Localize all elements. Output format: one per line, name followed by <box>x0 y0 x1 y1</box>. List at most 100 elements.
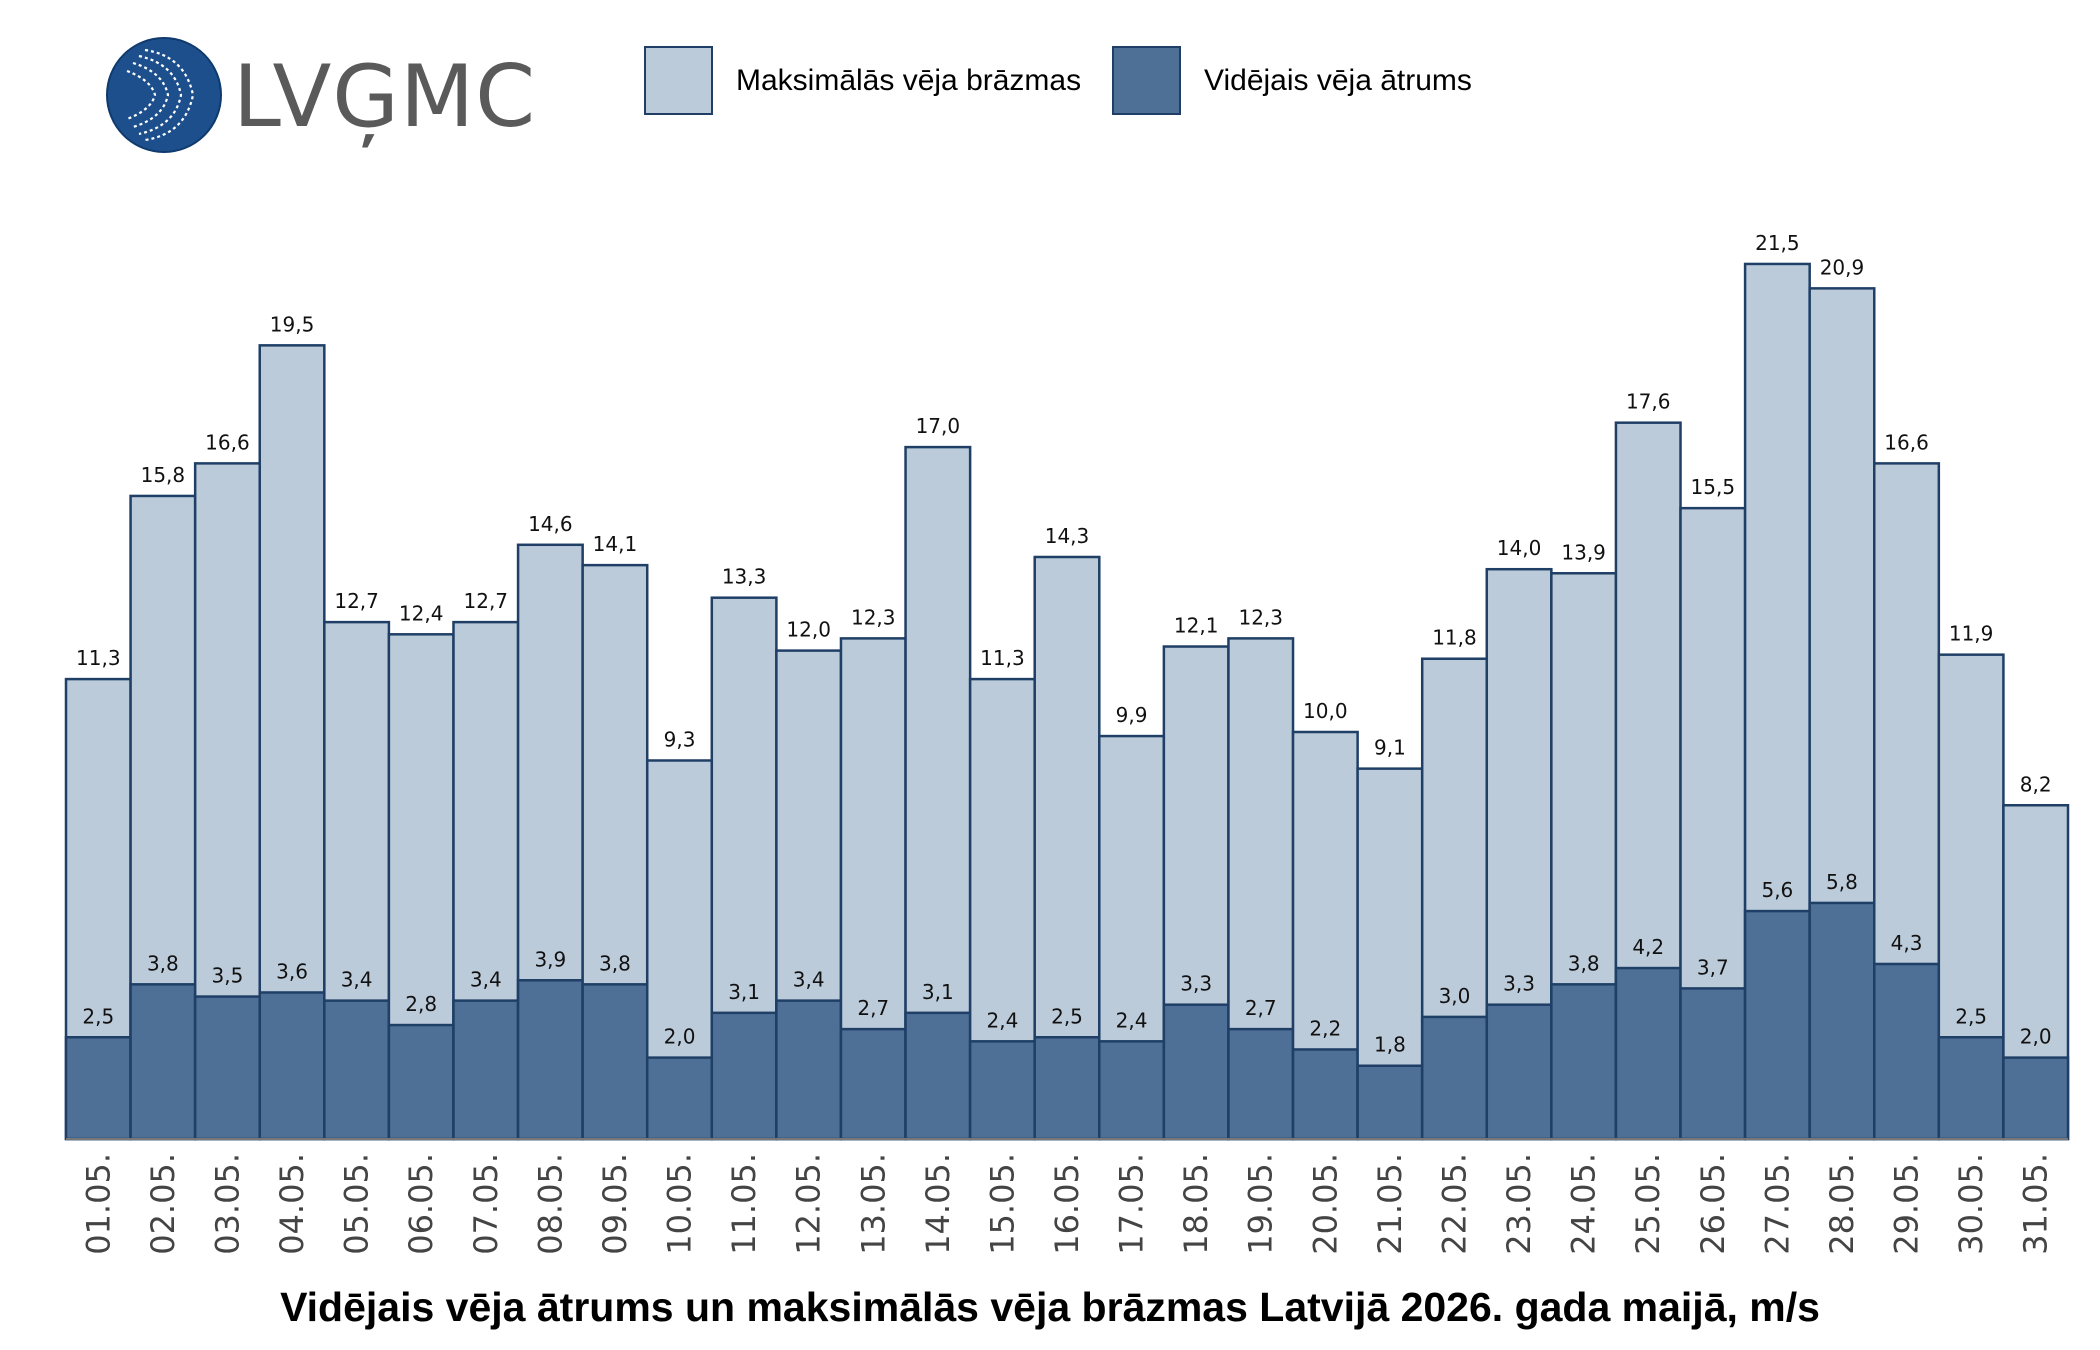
mean-bar <box>1873 962 1941 1141</box>
mean-bar <box>516 979 584 1141</box>
mean-value-label: 2,7 <box>1245 996 1277 1020</box>
mean-value-label: 3,1 <box>922 980 954 1004</box>
x-tick-label: 03.05. <box>208 1153 246 1255</box>
mean-bar <box>452 999 520 1141</box>
mean-bar <box>129 983 197 1141</box>
logo-text: LVĢMC <box>233 47 537 147</box>
gust-value-label: 12,4 <box>399 601 444 625</box>
mean-bar <box>1227 1027 1295 1141</box>
mean-bar <box>1614 966 1682 1141</box>
gust-value-label: 20,9 <box>1820 255 1865 279</box>
mean-value-label: 3,4 <box>341 968 373 992</box>
gust-value-label: 14,6 <box>528 512 573 536</box>
legend-swatch-gusts <box>644 46 713 115</box>
gust-value-label: 11,3 <box>76 646 121 670</box>
gust-value-label: 16,6 <box>1884 430 1929 454</box>
mean-bar <box>1808 901 1876 1141</box>
gust-value-label: 13,9 <box>1561 540 1606 564</box>
x-tick-label: 01.05. <box>79 1153 117 1255</box>
x-tick-label: 12.05. <box>790 1153 828 1255</box>
mean-value-label: 3,4 <box>793 968 825 992</box>
legend-label-mean: Vidējais vēja ātrums <box>1204 64 1472 97</box>
gust-value-label: 11,3 <box>980 646 1025 670</box>
gust-value-label: 17,6 <box>1626 390 1671 414</box>
gust-value-label: 14,1 <box>593 532 638 556</box>
mean-value-label: 3,8 <box>599 951 631 975</box>
mean-value-label: 3,3 <box>1503 972 1535 996</box>
mean-bar <box>1098 1040 1166 1141</box>
gust-value-label: 12,3 <box>1238 605 1283 629</box>
mean-value-label: 3,4 <box>470 968 502 992</box>
mean-value-label: 3,9 <box>534 947 566 971</box>
legend-swatch-mean <box>1112 46 1181 115</box>
x-tick-label: 15.05. <box>983 1153 1021 1255</box>
x-tick-label: 09.05. <box>596 1153 634 1255</box>
mean-bar <box>1937 1036 2005 1141</box>
mean-value-label: 4,3 <box>1891 931 1923 955</box>
mean-value-label: 3,3 <box>1180 972 1212 996</box>
mean-bar <box>1485 1003 1553 1141</box>
gust-value-label: 8,2 <box>2020 772 2052 796</box>
gust-value-label: 16,6 <box>205 430 250 454</box>
mean-value-label: 3,7 <box>1697 955 1729 979</box>
gust-value-label: 11,9 <box>1949 622 1994 646</box>
gust-value-label: 19,5 <box>270 312 315 336</box>
gust-value-label: 12,1 <box>1174 614 1219 638</box>
mean-bar <box>2002 1056 2070 1141</box>
gust-value-label: 15,5 <box>1691 475 1736 499</box>
x-tick-label: 29.05. <box>1888 1153 1926 1255</box>
x-tick-label: 27.05. <box>1758 1153 1796 1255</box>
mean-bar <box>839 1027 907 1141</box>
mean-value-label: 5,8 <box>1826 870 1858 894</box>
x-tick-label: 22.05. <box>1435 1153 1473 1255</box>
mean-bar <box>323 999 391 1141</box>
x-tick-label: 16.05. <box>1048 1153 1086 1255</box>
gust-value-label: 10,0 <box>1303 699 1348 723</box>
x-tick-label: 05.05. <box>338 1153 376 1255</box>
mean-bar <box>904 1011 972 1141</box>
mean-bar <box>1162 1003 1230 1141</box>
mean-value-label: 2,5 <box>1051 1004 1083 1028</box>
x-tick-label: 20.05. <box>1306 1153 1344 1255</box>
mean-bar <box>1033 1036 1101 1141</box>
mean-value-label: 2,0 <box>2020 1025 2052 1049</box>
x-tick-label: 30.05. <box>1952 1153 1990 1255</box>
x-tick-label: 25.05. <box>1629 1153 1667 1255</box>
mean-value-label: 2,2 <box>1309 1016 1341 1040</box>
gust-value-label: 9,1 <box>1374 736 1406 760</box>
x-tick-label: 07.05. <box>467 1153 505 1255</box>
mean-value-label: 3,1 <box>728 980 760 1004</box>
mean-value-label: 2,4 <box>987 1008 1019 1032</box>
mean-bar <box>387 1023 455 1141</box>
x-tick-label: 28.05. <box>1823 1153 1861 1255</box>
mean-bar <box>1291 1048 1359 1141</box>
mean-value-label: 3,5 <box>212 964 244 988</box>
gust-value-label: 12,3 <box>851 605 896 629</box>
gust-value-label: 12,0 <box>786 618 831 642</box>
mean-value-label: 3,8 <box>1568 951 1600 975</box>
x-tick-label: 23.05. <box>1500 1153 1538 1255</box>
mean-bar <box>1356 1064 1424 1141</box>
mean-bar <box>968 1040 1036 1141</box>
gust-value-label: 14,0 <box>1497 536 1542 560</box>
mean-value-label: 2,0 <box>664 1025 696 1049</box>
mean-value-label: 2,5 <box>1955 1004 1987 1028</box>
mean-value-label: 2,4 <box>1116 1008 1148 1032</box>
x-tick-label: 10.05. <box>661 1153 699 1255</box>
x-tick-label: 17.05. <box>1113 1153 1151 1255</box>
gust-value-label: 15,8 <box>141 463 186 487</box>
x-tick-label: 13.05. <box>854 1153 892 1255</box>
chart-title: Vidējais vēja ātrums un maksimālās vēja … <box>280 1284 1820 1330</box>
mean-bar <box>1743 909 1811 1141</box>
gust-value-label: 13,3 <box>722 565 767 589</box>
mean-bar <box>710 1011 778 1141</box>
gust-value-label: 12,7 <box>334 589 379 613</box>
legend-label-gusts: Maksimālās vēja brāzmas <box>736 64 1082 97</box>
x-tick-label: 06.05. <box>402 1153 440 1255</box>
mean-value-label: 1,8 <box>1374 1033 1406 1057</box>
lvgmc-wave-globe-icon <box>106 37 222 153</box>
mean-value-label: 3,6 <box>276 959 308 983</box>
gust-value-label: 9,9 <box>1116 703 1148 727</box>
x-tick-label: 02.05. <box>144 1153 182 1255</box>
